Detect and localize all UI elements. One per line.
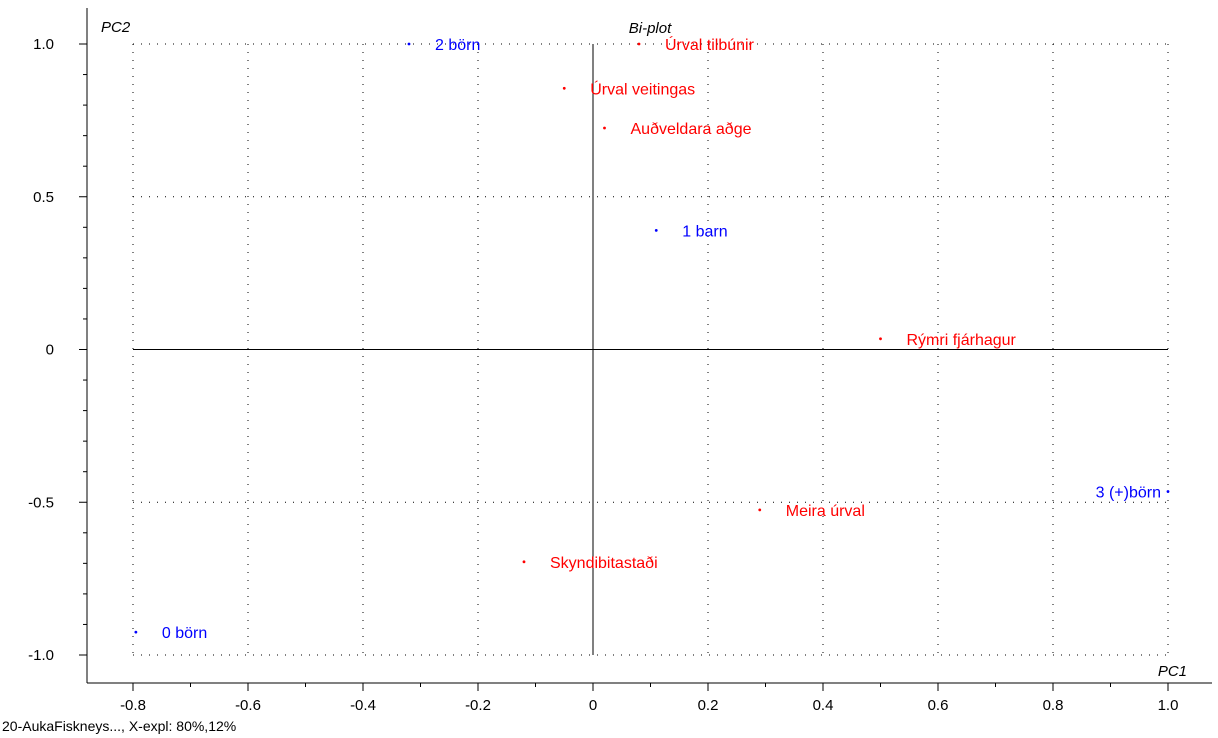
data-point-label: Auðveldara aðge bbox=[631, 121, 752, 138]
x-tick-label: 1.0 bbox=[1158, 697, 1179, 714]
x-tick-label: -0.6 bbox=[235, 697, 261, 714]
x-tick-label: 0.4 bbox=[813, 697, 834, 714]
data-point bbox=[407, 42, 411, 46]
x-tick-label: 0.8 bbox=[1043, 697, 1064, 714]
footer-info: 20-AukaFiskneys..., X-expl: 80%,12% bbox=[2, 718, 236, 734]
data-point-label: 0 börn bbox=[162, 625, 207, 642]
data-point bbox=[522, 560, 526, 564]
x-tick-label: 0.2 bbox=[698, 697, 719, 714]
data-point bbox=[134, 630, 138, 634]
data-point-label: 1 barn bbox=[682, 223, 727, 240]
y-tick-label: 0 bbox=[46, 342, 54, 359]
data-point-label: Meira úrval bbox=[786, 503, 865, 520]
x-tick-label: -0.4 bbox=[350, 697, 376, 714]
data-point bbox=[1166, 490, 1170, 493]
data-point-label: Skyndibitastaði bbox=[550, 555, 658, 572]
data-point-label: 3 (+)börn bbox=[1096, 485, 1161, 502]
data-point bbox=[637, 42, 641, 46]
x-tick-label: -0.2 bbox=[465, 697, 491, 714]
y-tick-label: 0.5 bbox=[33, 189, 54, 206]
y-tick-label: -1.0 bbox=[28, 647, 54, 664]
y-tick-label: -0.5 bbox=[28, 494, 54, 511]
data-point bbox=[879, 337, 882, 341]
data-point bbox=[562, 86, 566, 90]
data-points: 2 börn Úrval tilbúnir Úrval veitingas Auðve… bbox=[134, 35, 1170, 642]
data-point-label: Úrval tilbúnir bbox=[665, 35, 755, 54]
x-axis-label: PC1 bbox=[1158, 663, 1187, 680]
chart-title: Bi-plot bbox=[629, 20, 672, 37]
data-point bbox=[758, 508, 762, 512]
y-tick-label: 1.0 bbox=[33, 36, 54, 53]
data-point bbox=[603, 126, 606, 130]
x-tick-label: 0.6 bbox=[928, 697, 949, 714]
x-tick-label: 0 bbox=[589, 697, 597, 714]
data-point bbox=[654, 228, 658, 232]
x-tick-label: -0.8 bbox=[120, 697, 146, 714]
data-point-label: Rýmri fjárhagur bbox=[907, 332, 1017, 349]
data-point-label: 2 börn bbox=[435, 37, 480, 54]
axes bbox=[86, 8, 1212, 684]
data-point-label: Úrval veitingas bbox=[590, 79, 695, 98]
y-axis-label: PC2 bbox=[101, 19, 131, 36]
ticks: 1.0 0.5 0 -0.5 -1.0 -0.8 -0.6 -0.4 -0.2 0 0.2 0.4 0.… bbox=[28, 36, 1178, 714]
